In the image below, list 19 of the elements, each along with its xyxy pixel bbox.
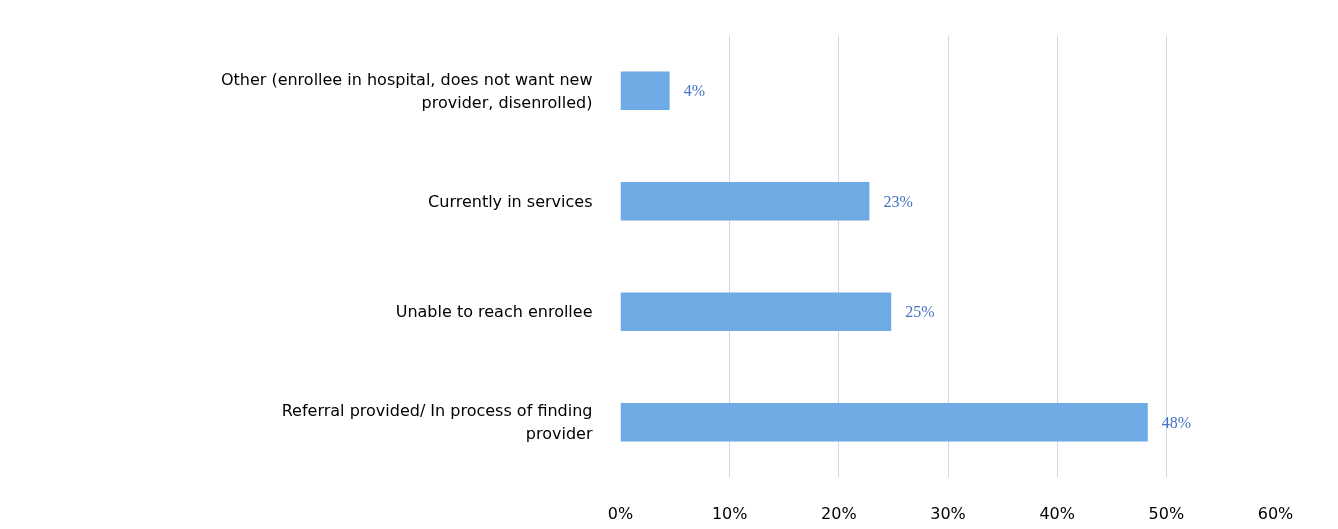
data-label: 25% — [905, 303, 935, 321]
data-label: 48% — [1161, 413, 1192, 431]
bar — [620, 181, 870, 221]
x-tick-label: 0% — [607, 503, 634, 523]
x-tick-label: 30% — [930, 503, 966, 523]
data-label: 23% — [883, 192, 913, 210]
y-tick-label: Referral provided/ In process of finding provider — [281, 401, 593, 444]
bar — [620, 71, 670, 111]
x-tick-label: 40% — [1039, 503, 1075, 523]
x-tick-label: 50% — [1148, 503, 1185, 523]
bar — [620, 292, 892, 332]
x-tick-label: 60% — [1257, 503, 1294, 523]
bar — [620, 402, 1148, 442]
y-tick-label: Other (enrollee in hospital, does not want new provider, disenrolled) — [220, 69, 593, 112]
data-label: 4% — [683, 82, 705, 100]
x-tick-label: 20% — [821, 503, 857, 523]
x-tick-label: 10% — [711, 503, 748, 523]
y-tick-label: Unable to reach enrollee — [395, 302, 593, 322]
y-tick-label: Currently in services — [428, 191, 593, 211]
